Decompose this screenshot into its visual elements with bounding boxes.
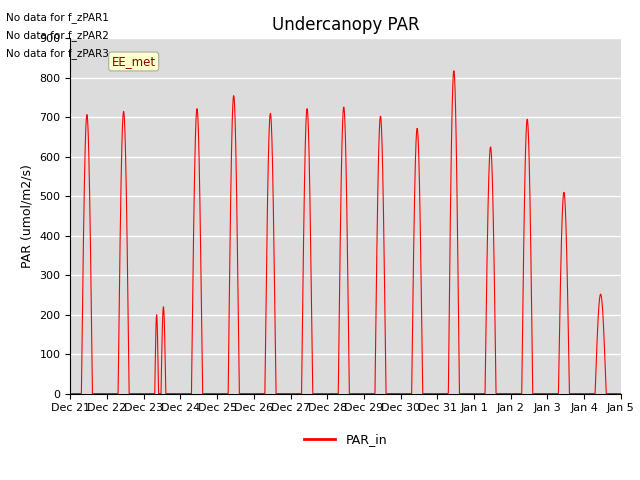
Text: No data for f_zPAR3: No data for f_zPAR3	[6, 48, 109, 60]
Text: No data for f_zPAR1: No data for f_zPAR1	[6, 12, 109, 23]
Y-axis label: PAR (umol/m2/s): PAR (umol/m2/s)	[21, 164, 34, 268]
Title: Undercanopy PAR: Undercanopy PAR	[272, 16, 419, 34]
Text: No data for f_zPAR2: No data for f_zPAR2	[6, 30, 109, 41]
Text: EE_met: EE_met	[111, 55, 156, 68]
Legend: PAR_in: PAR_in	[299, 428, 392, 451]
